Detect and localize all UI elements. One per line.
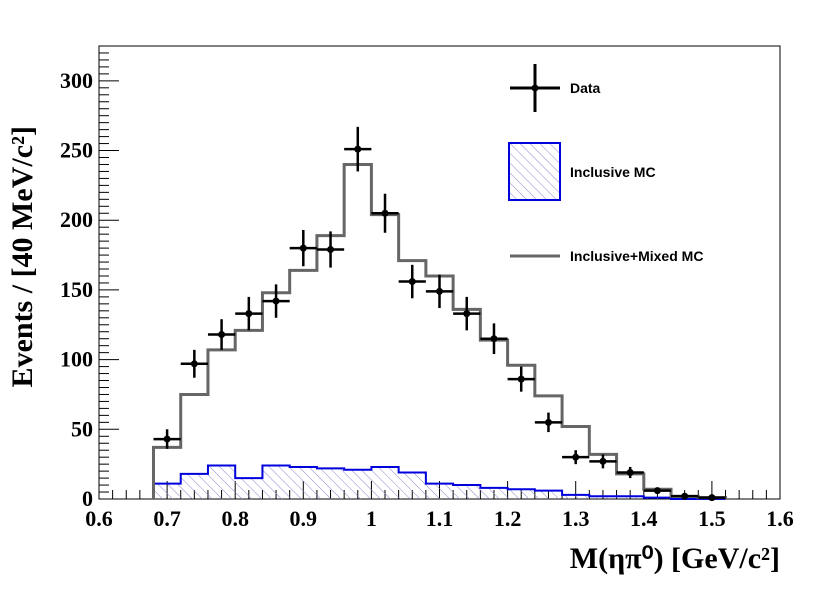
x-tick-label: 0.9 [290,506,318,531]
mixed-mc-histogram [151,162,728,500]
x-axis-title: M(ηπ⁰) [GeV/c²] [570,542,780,575]
mc-bar [316,468,345,499]
data-point [180,349,208,378]
data-marker [218,331,226,339]
plot-frame [98,45,781,500]
mc-bar [262,465,290,499]
data-point [643,487,672,495]
data-point [616,466,644,479]
inclusive-mc-outline [152,464,726,500]
data-marker [354,145,362,153]
data-marker [408,278,416,286]
mc-bar [425,483,454,499]
data-points [153,126,726,502]
y-tick-label: 200 [60,207,93,232]
inclusive-mc-histogram [152,464,726,500]
data-marker [572,453,580,461]
x-tick-label: 0.8 [221,506,249,531]
data-point [562,450,590,465]
mc-bar [589,496,617,499]
data-marker [436,287,443,295]
data-point [671,492,699,500]
x-tick-label: 1.4 [630,506,658,531]
x-tick-label: 1.1 [426,506,454,531]
mc-bar [153,483,181,499]
data-marker [626,469,634,477]
data-point [534,412,563,433]
data-marker [327,246,335,254]
data-marker [544,418,552,426]
y-tick-label: 250 [60,138,93,163]
legend-inclusive-mc-label: Inclusive MC [570,164,656,180]
legend-data-label: Data [570,80,601,96]
y-tick-label: 150 [60,277,93,302]
data-marker [190,360,198,368]
data-point [453,296,481,331]
mc-bar [371,466,399,499]
data-marker [653,487,661,495]
data-point [425,274,454,309]
data-point [153,429,181,449]
data-point [398,264,426,299]
y-axis-title: Events / [40 MeV/c²] [6,126,39,387]
x-tick-label: 0.7 [153,506,181,531]
data-point [235,296,263,331]
data-point [344,126,372,172]
mc-bar [616,496,644,499]
mc-bar [453,485,481,499]
mc-bar [534,490,563,499]
data-point [698,494,726,502]
data-marker [463,310,471,318]
x-tick-label: 0.6 [85,506,113,531]
x-tick-label: 1 [366,506,377,531]
axis-ticks [98,45,781,500]
x-tick-label: 1.5 [698,506,726,531]
legend: Data Inclusive MC Inclusive+Mixed MC [508,64,703,264]
data-point [507,366,535,392]
data-point [289,229,317,267]
data-marker [517,375,525,383]
data-marker [599,457,607,465]
data-point [316,231,345,268]
data-point [371,193,399,233]
data-marker [681,492,689,500]
data-point [262,284,290,318]
data-marker [245,310,253,318]
mc-bar [180,473,208,499]
mc-bar [398,472,426,499]
mc-bar [562,494,590,499]
x-tick-labels: 0.6 0.7 0.8 0.9 1 1.1 1.2 1.3 1.4 1.5 1.6 [85,506,794,531]
legend-inclusive-mc-swatch [508,142,561,201]
data-marker [299,244,307,252]
y-tick-label: 300 [60,68,93,93]
x-tick-label: 1.3 [562,506,590,531]
mc-bar [207,465,236,499]
mc-bar [480,487,508,499]
data-point [207,319,236,350]
mc-bar [235,478,263,499]
data-point [589,454,617,469]
data-marker [708,494,716,502]
mc-bar [289,466,317,499]
mc-bar [344,469,372,499]
x-tick-label: 1.2 [494,506,522,531]
data-point [480,323,508,355]
y-tick-label: 100 [60,347,93,372]
data-marker [163,435,171,443]
mc-bar [507,489,535,499]
legend-data-symbol [510,64,560,112]
legend-mixed-mc-label: Inclusive+Mixed MC [570,248,703,264]
x-tick-label: 1.6 [766,506,794,531]
y-tick-label: 0 [82,486,93,511]
data-marker [272,297,280,305]
mixed-mc-line [151,162,728,500]
data-marker [381,209,389,217]
y-tick-labels: 0 50 100 150 200 250 300 [60,68,93,511]
y-tick-label: 50 [71,416,93,441]
data-marker [490,335,498,343]
